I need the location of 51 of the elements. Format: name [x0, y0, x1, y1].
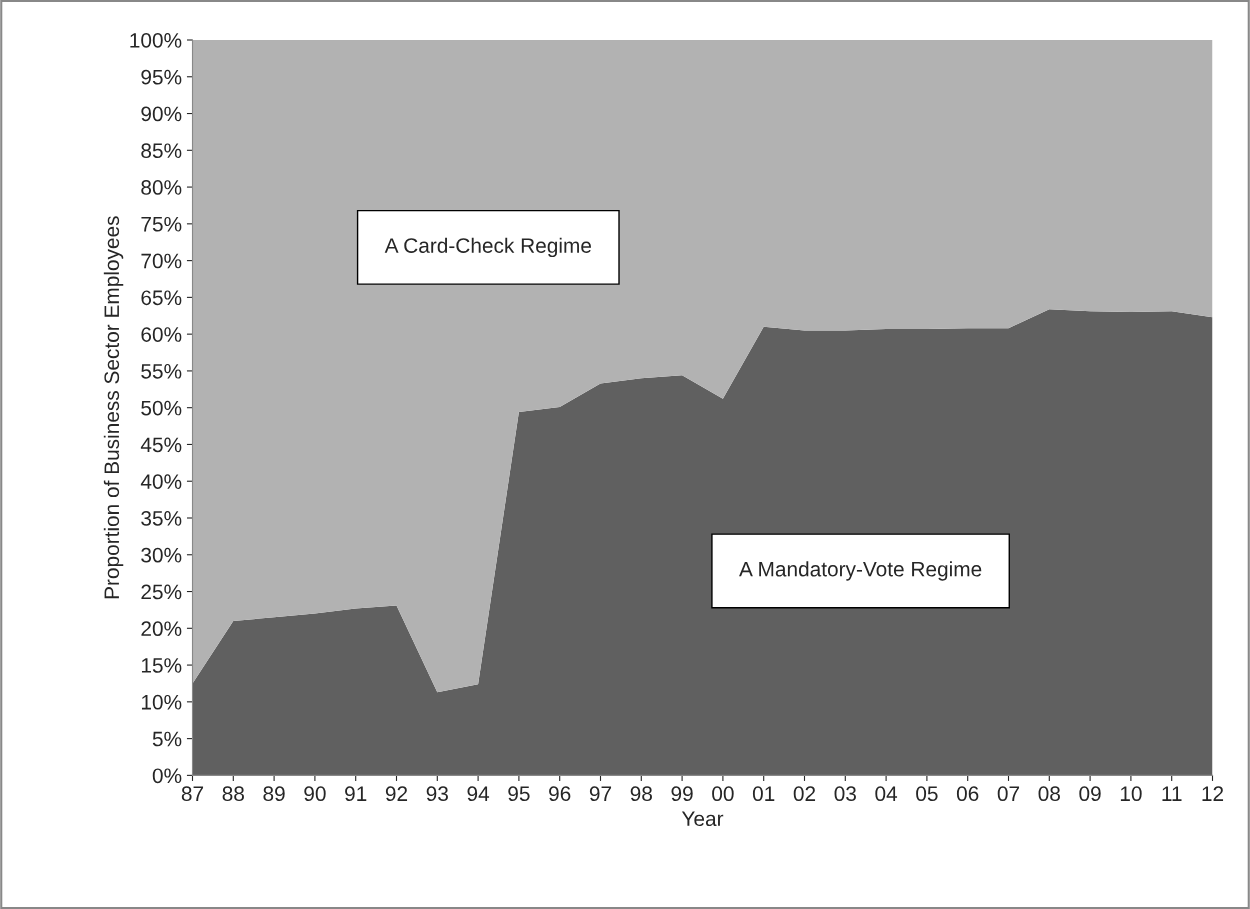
y-tick-label: 75%	[141, 216, 182, 232]
y-tick-label: 25%	[141, 584, 182, 600]
x-tick-label: 03	[834, 786, 856, 802]
y-tick-label: 15%	[141, 658, 182, 673]
x-tick-label: 10	[1120, 786, 1142, 802]
y-tick-label: 100%	[130, 33, 182, 48]
y-tick-label: 35%	[141, 510, 182, 526]
y-tick-label: 80%	[141, 180, 182, 195]
series-label: A Mandatory-Vote Regime	[739, 561, 982, 581]
x-tick-label: 88	[222, 786, 244, 802]
y-tick-label: 5%	[152, 731, 182, 747]
y-tick-label: 65%	[141, 290, 182, 306]
x-tick-label: 02	[793, 786, 816, 802]
x-tick-label: 04	[875, 786, 898, 802]
y-tick-label: 90%	[141, 106, 182, 122]
x-tick-label: 95	[508, 786, 530, 802]
y-tick-label: 60%	[141, 327, 182, 342]
x-tick-label: 92	[385, 786, 408, 802]
y-tick-label: 95%	[141, 69, 182, 85]
x-tick-label: 07	[997, 786, 1020, 802]
y-axis-title: Proportion of Business Sector Employees	[103, 216, 124, 599]
x-tick-label: 91	[345, 786, 367, 802]
x-axis-title: Year	[681, 811, 724, 827]
x-tick-label: 09	[1079, 786, 1101, 802]
x-tick-label: 06	[956, 786, 979, 802]
y-tick-label: 55%	[141, 364, 182, 379]
x-tick-label: 05	[916, 786, 938, 802]
x-tick-label: 99	[671, 786, 693, 802]
x-tick-label: 90	[304, 786, 326, 802]
x-tick-label: 93	[426, 786, 448, 802]
x-tick-label: 12	[1202, 786, 1224, 801]
x-tick-label: 01	[752, 786, 775, 802]
y-tick-label: 30%	[141, 547, 182, 563]
x-tick-label: 08	[1038, 786, 1060, 802]
x-tick-label: 96	[549, 786, 571, 802]
y-tick-label: 50%	[141, 400, 182, 416]
series-label: A Card-Check Regime	[384, 237, 592, 258]
y-tick-label: 45%	[140, 437, 182, 453]
x-tick-label: 87	[181, 786, 204, 802]
x-tick-label: 98	[630, 786, 652, 802]
x-tick-label: 00	[712, 786, 734, 802]
x-tick-label: 97	[589, 786, 612, 802]
y-tick-label: 70%	[141, 253, 182, 269]
x-tick-label: 89	[263, 786, 285, 802]
y-tick-label: 40%	[140, 474, 182, 489]
y-tick-label: 20%	[141, 621, 182, 637]
x-tick-label: 11	[1162, 786, 1182, 801]
y-tick-label: 85%	[141, 143, 182, 159]
x-tick-label: 94	[467, 786, 490, 802]
y-tick-label: 10%	[141, 694, 182, 710]
y-tick-label: 0%	[152, 768, 182, 784]
